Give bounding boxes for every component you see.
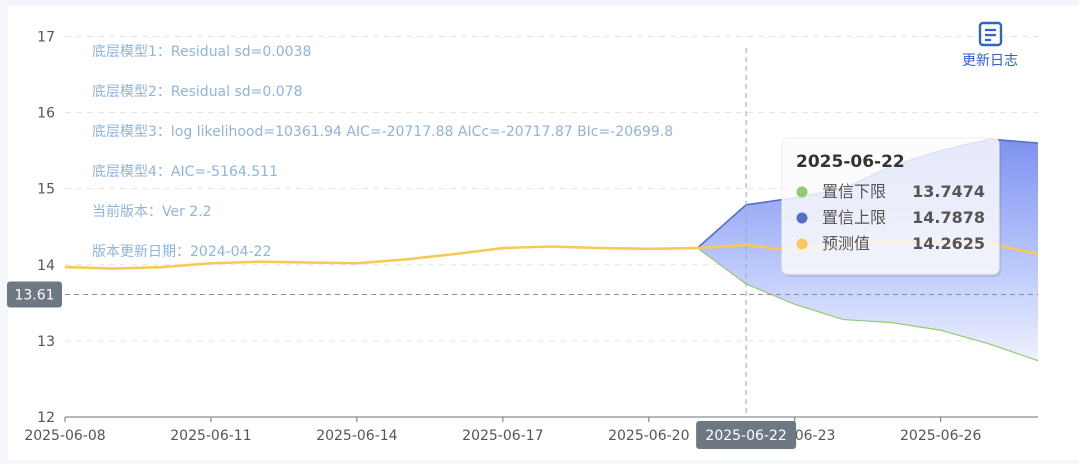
y-pointer-badge: [7, 281, 62, 308]
x-tick-label: 2025-06-20: [608, 428, 689, 444]
x-pointer-badge: [696, 421, 797, 449]
tooltip-series-value: 13.7474: [912, 182, 985, 201]
y-tick-label: 15: [37, 182, 55, 198]
tooltip-title: 2025-06-22: [796, 152, 905, 172]
tooltip-box: [781, 137, 1000, 275]
annotation-layer: 底层模型1：Residual sd=0.0038 底层模型2：Residual s…: [92, 44, 673, 260]
tooltip-series-label: 预测值: [822, 234, 870, 253]
grid-layer: [65, 35, 1038, 342]
tooltip-series-label: 置信上限: [822, 208, 886, 227]
x-tick-label: 2025-06-17: [462, 428, 543, 444]
tooltip-series-value: 14.7878: [912, 208, 985, 227]
tooltip-series-value: 14.2625: [912, 234, 985, 253]
changelog-button[interactable]: 更新日志: [962, 21, 1018, 69]
model-annotation: 版本更新日期：2024-04-22: [92, 244, 271, 260]
y-tick-label: 14: [37, 258, 55, 274]
y-pointer-label: 13.61: [14, 287, 54, 303]
model-annotation: 底层模型1：Residual sd=0.0038: [92, 44, 311, 60]
crosshair-layer: 13.61 2025-06-22: [7, 48, 1038, 449]
model-annotation: 当前版本：Ver 2.2: [92, 203, 212, 220]
model-annotation: 底层模型4：AIC=-5164.511: [92, 164, 278, 180]
lower-bound-line: [697, 247, 1039, 362]
tooltip-marker-dot: [796, 186, 808, 198]
model-annotation: 底层模型2：Residual sd=0.078: [92, 84, 302, 100]
tooltip-series-label: 置信下限: [822, 182, 886, 201]
document-list-icon[interactable]: [978, 21, 1003, 47]
x-tick-label: 2025-06-11: [170, 428, 251, 444]
y-tick-label: 17: [37, 29, 55, 45]
y-tick-label: 16: [37, 106, 55, 122]
x-tick-label: 2025-06-14: [316, 428, 397, 444]
x-pointer-label: 2025-06-22: [705, 428, 786, 444]
tooltip: 2025-06-22 置信下限 13.7474 置信上限 14.7878 预测值 14.26…: [781, 137, 1001, 277]
tooltip-marker-dot: [796, 212, 808, 224]
y-tick-label: 13: [37, 334, 55, 350]
x-tick-label: 2025-06-08: [24, 428, 105, 444]
y-tick-label: 12: [37, 410, 55, 426]
model-annotation: 底层模型3：log likelihood=10361.94 AIC=-20717…: [92, 124, 673, 140]
axis-layer: 12 13 14 15 16 17 2025-06-08 2025-06-11 2025-06-…: [24, 29, 1038, 444]
tooltip-marker-dot: [796, 238, 808, 250]
changelog-label[interactable]: 更新日志: [962, 53, 1018, 69]
x-tick-label: 2025-06-26: [900, 428, 981, 444]
